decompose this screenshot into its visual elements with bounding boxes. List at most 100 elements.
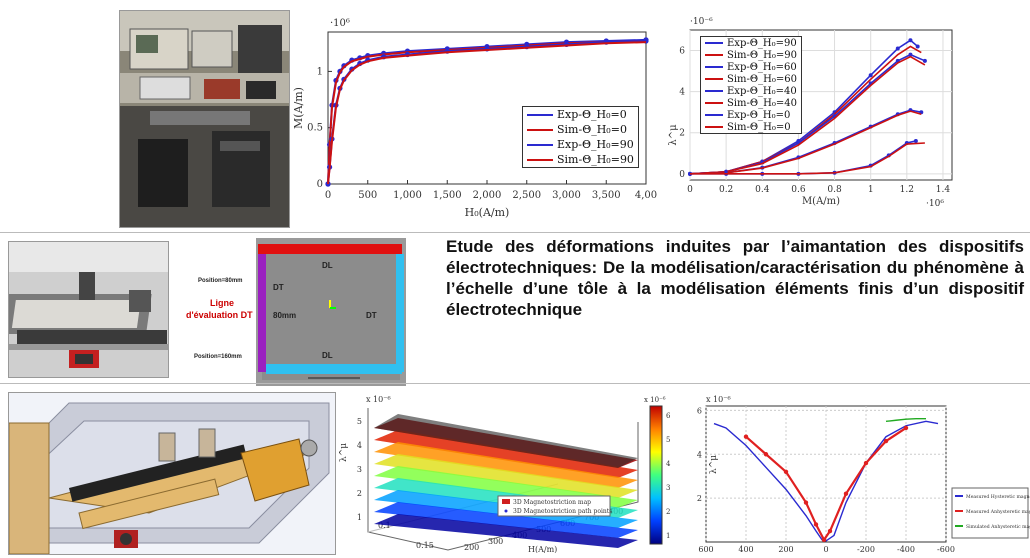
x-axis-label: M(A/m) <box>802 196 840 207</box>
x-tick-label: 500 <box>358 190 377 201</box>
colorbar-tick-label: 4 <box>666 460 671 468</box>
legend-label: Exp-Θ_H₀=40 <box>727 85 797 97</box>
data-point <box>783 469 789 475</box>
y-tick-label: 0 <box>317 179 323 190</box>
position-bottom-label: Position=160mm <box>194 354 242 360</box>
data-point <box>763 452 769 457</box>
data-point <box>903 425 909 431</box>
data-point <box>915 44 920 49</box>
legend-entry: Exp-Θ_H₀=90 <box>523 137 638 152</box>
y-tick-label: 4 <box>697 450 702 459</box>
legend-label: Sim-Θ_H₀=40 <box>727 97 797 109</box>
surface-top <box>374 414 638 468</box>
x-tick-label: 0.8 <box>827 185 842 195</box>
z-tick-label: 1 <box>357 513 362 522</box>
x-tick-label: 1.2 <box>900 185 914 195</box>
x-tick-label: 1 <box>868 185 874 195</box>
y-tick-label: 2 <box>679 129 685 139</box>
data-point <box>883 438 889 444</box>
colorbar-exponent: x 10⁻⁶ <box>644 396 666 404</box>
data-point <box>868 73 873 78</box>
data-point <box>743 434 749 439</box>
legend-label: Exp-Θ_H₀=60 <box>727 61 797 73</box>
legend-label: Sim-Θ_H₀=90 <box>557 153 634 166</box>
surface-band <box>374 454 638 498</box>
legend-label: Sim-Θ_H₀=90 <box>727 49 797 61</box>
y-tick-label: 4 <box>679 88 685 98</box>
y-axis-label: M(A/m) <box>292 87 305 129</box>
data-point <box>908 38 913 43</box>
legend-entry: Sim-Θ_H₀=90 <box>523 152 638 167</box>
lab-equipment-illustration <box>120 11 289 227</box>
legend-entry: Exp-Θ_H₀=60 <box>701 61 801 73</box>
legend-entry: Exp-Θ_H₀=0 <box>523 107 638 122</box>
colorbar-tick-label: 6 <box>666 412 671 420</box>
data-point <box>895 46 900 51</box>
lab-equipment-photo <box>119 10 290 228</box>
legend-entry: Sim-Θ_H₀=0 <box>523 122 638 137</box>
legend-label: Exp-Θ_H₀=90 <box>727 37 797 49</box>
cad-illustration <box>9 393 335 554</box>
surface-band <box>374 502 638 538</box>
z-exponent: x 10⁻⁶ <box>366 395 391 404</box>
colorbar-tick-label: 5 <box>666 436 670 444</box>
sample-diagram: DL DL DT DT 80mm Position=80mm Position=… <box>170 238 410 386</box>
legend-label: Exp-Θ_H₀=0 <box>727 109 791 121</box>
cad-fixture-render <box>8 392 336 555</box>
x-tick-label: 600 <box>698 545 713 553</box>
legend-label: 3D Magnetostriction path points <box>513 508 612 515</box>
bench-illustration <box>9 242 168 377</box>
x-tick-label: 0 <box>687 185 693 195</box>
legend-entry: Exp-Θ_H₀=40 <box>701 85 801 97</box>
series-line <box>689 110 922 175</box>
dl-top-label: DL <box>322 261 333 270</box>
y-tick-label: 0.15 <box>416 541 434 550</box>
x-tick-label: 200 <box>464 543 479 552</box>
butterfly-legend-box <box>951 487 1029 539</box>
series-line <box>885 418 926 423</box>
y-axis-label: λ^μ <box>709 455 719 474</box>
surface-band <box>374 514 638 548</box>
surface-legend-box <box>497 495 611 517</box>
dt-right-bar <box>396 254 404 372</box>
z-tick-label: 2 <box>357 489 362 498</box>
legend-entry: Sim-Θ_H₀=40 <box>701 97 801 109</box>
legend-label: 3D Magnetostriction map <box>513 499 591 506</box>
y-tick-label: 0 <box>679 170 685 180</box>
separator-line <box>0 383 1030 384</box>
measurement-bench-photo <box>8 241 169 378</box>
data-point <box>863 460 869 466</box>
data-point <box>803 500 809 505</box>
magnetization-curve-chart: 0 500 1,000 1,500 2,000 2,500 3,000 3,500 4,00 0 0… <box>290 10 660 228</box>
legend-label: Measured Anhysteretic magnetostriction <box>966 509 1030 515</box>
x-tick-label: 0.6 <box>791 185 806 195</box>
magnetostriction-chart: 0 0.2 0.4 0.6 0.8 1 1.2 1.4 0 2 4 6 ·10⁻⁶ ·10⁶ M(A/m) λ… <box>668 10 968 222</box>
x-tick-label: 0.4 <box>755 185 770 195</box>
y-exponent: ·10⁻⁶ <box>690 17 713 27</box>
y-tick-label: 6 <box>679 47 685 57</box>
legend-label: Exp-Θ_H₀=90 <box>557 138 634 151</box>
z-tick-label: 5 <box>357 417 362 426</box>
magnetization-legend: Exp-Θ_H₀=0 Sim-Θ_H₀=0 Exp-Θ_H₀=90 Sim-Θ_… <box>522 106 639 168</box>
legend-entry: Exp-Θ_H₀=90 <box>701 37 801 49</box>
data-point <box>922 58 927 63</box>
y-tick-label: 2 <box>697 494 702 503</box>
y-exponent: ·10⁶ <box>330 18 350 29</box>
legend-label: Sim-Θ_H₀=60 <box>727 73 797 85</box>
data-point <box>843 491 849 496</box>
data-point <box>908 52 913 57</box>
surface-band <box>374 430 638 478</box>
colorbar <box>649 405 663 545</box>
legend-label: Measured Hysteretic magnetostriction <box>966 494 1030 500</box>
x-tick-label: 1,000 <box>393 190 422 201</box>
z-tick-label: 4 <box>357 441 362 450</box>
eval-line-label-1: Ligne <box>210 298 234 308</box>
y-exponent: x 10⁻⁶ <box>706 395 731 404</box>
x-tick-label: 300 <box>488 537 503 546</box>
legend-label: Sim-Θ_H₀=0 <box>727 121 791 133</box>
separator-line <box>0 232 1030 233</box>
legend-entry: Sim-Θ_H₀=90 <box>701 49 801 61</box>
